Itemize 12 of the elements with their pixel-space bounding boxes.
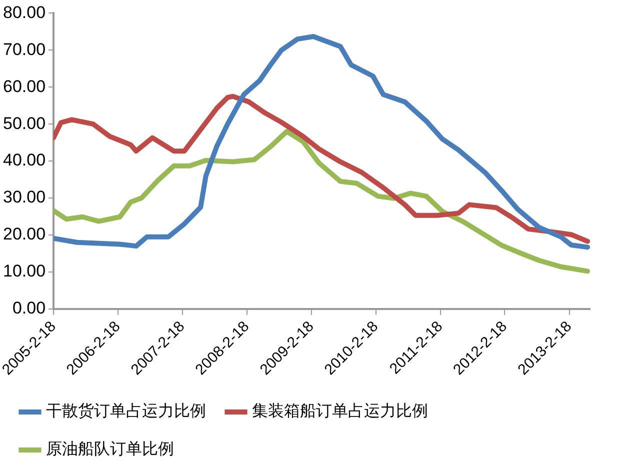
legend-label: 原油船队订单比例 (46, 439, 174, 458)
y-tick-label: 60.00 (2, 76, 46, 96)
y-tick-label: 80.00 (2, 2, 46, 22)
legend-label: 干散货订单占运力比例 (46, 401, 206, 420)
y-tick-label: 20.00 (2, 224, 46, 244)
y-tick-label: 30.00 (2, 188, 46, 207)
y-tick-label: 40.00 (2, 150, 46, 170)
y-tick-label: 50.00 (2, 114, 46, 133)
y-tick-label: 70.00 (2, 40, 46, 59)
legend-label: 集装箱船订单占运力比例 (252, 401, 428, 420)
y-tick-label: 10.00 (2, 262, 46, 281)
y-tick-label: 0.00 (12, 298, 46, 318)
